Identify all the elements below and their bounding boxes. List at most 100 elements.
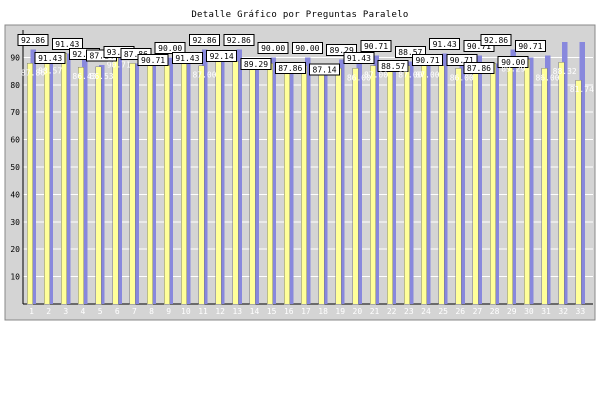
data-label: 86.53 — [90, 72, 114, 81]
data-label: 90.71 — [364, 42, 388, 51]
bar-series-2 — [386, 61, 393, 305]
data-label-box — [223, 34, 255, 47]
bar-series-2 — [438, 65, 445, 305]
bar-series-2 — [489, 63, 496, 305]
x-tick-label: 1 — [29, 307, 34, 316]
bar-series-2 — [112, 55, 119, 305]
y-tick-label: 80 — [10, 81, 20, 90]
data-label-box — [480, 34, 512, 47]
bar-series-1 — [270, 57, 277, 305]
data-label-box — [291, 41, 323, 54]
data-label: 87.86 — [21, 68, 45, 77]
data-label: 92.86 — [72, 50, 96, 59]
data-label: 86.43 — [72, 72, 96, 81]
data-label: 90.71 — [141, 56, 165, 65]
data-label: 92.86 — [21, 36, 45, 45]
data-label: 90.00 — [261, 44, 285, 53]
bar-series-2 — [421, 65, 428, 305]
data-label: 90.71 — [415, 56, 439, 65]
data-label-box — [394, 45, 426, 58]
bar-series-1 — [510, 49, 517, 304]
x-tick-label: 14 — [250, 307, 260, 316]
bar-series-2 — [335, 68, 342, 305]
bar-series-2 — [558, 61, 565, 305]
y-tick-label: 90 — [10, 53, 20, 62]
bar-series-2 — [95, 66, 102, 305]
x-tick-label: 30 — [524, 307, 534, 316]
x-tick-label: 21 — [370, 307, 380, 316]
bar-series-2 — [146, 63, 153, 305]
data-label: 86.00 — [535, 73, 559, 82]
bar-series-2 — [61, 53, 68, 305]
bar-series-1 — [133, 63, 139, 305]
bar-series-1 — [253, 59, 259, 305]
data-label-box — [154, 41, 186, 54]
x-tick-label: 3 — [63, 307, 68, 316]
x-tick-label: 10 — [181, 307, 191, 316]
bar-series-2 — [232, 61, 239, 305]
x-tick-label: 13 — [232, 307, 242, 316]
bar-series-2 — [284, 63, 291, 305]
bar-series-2 — [404, 65, 411, 305]
bar-series-2 — [541, 68, 548, 305]
data-label: 90.71 — [107, 60, 131, 69]
data-label: 90.71 — [518, 42, 542, 51]
bar-series-2 — [43, 61, 50, 305]
data-label-box — [463, 61, 495, 74]
data-label-box — [17, 34, 49, 47]
bar-series-1 — [184, 53, 191, 305]
y-tick-label: 60 — [10, 136, 20, 145]
data-label-box — [446, 53, 478, 66]
bar-series-1 — [150, 55, 157, 304]
bar-series-1 — [47, 53, 54, 305]
data-label: 87.00 — [398, 71, 422, 80]
bar-series-1 — [219, 51, 225, 304]
bar-series-1 — [236, 49, 242, 304]
x-tick-label: 29 — [507, 307, 517, 316]
data-label: 88.57 — [398, 48, 422, 57]
bar-series-2 — [472, 65, 479, 305]
data-label: 91.43 — [347, 54, 371, 63]
x-tick-label: 17 — [301, 307, 311, 316]
data-label: 92.86 — [192, 36, 216, 45]
data-label: 91.43 — [175, 54, 199, 63]
data-label: 90.71 — [450, 56, 474, 65]
data-label: 86.00 — [347, 73, 371, 82]
y-tick-label: 30 — [10, 218, 20, 227]
x-tick-label: 22 — [387, 307, 397, 316]
x-tick-label: 26 — [455, 307, 465, 316]
bar-series-1 — [390, 61, 397, 304]
bar-series-1 — [493, 63, 500, 305]
bar-series-1 — [545, 55, 551, 304]
data-label-box — [120, 47, 152, 60]
data-label-box — [240, 57, 272, 70]
data-label: 90.00 — [295, 44, 319, 53]
bar-series-2 — [249, 65, 256, 305]
x-tick-label: 7 — [132, 307, 137, 316]
bar-series-1 — [442, 53, 448, 305]
x-tick-label: 11 — [198, 307, 208, 316]
data-label: 92.86 — [227, 36, 251, 45]
bar-series-2 — [318, 65, 325, 305]
bar-series-1 — [322, 65, 328, 305]
bar-series-2 — [198, 65, 205, 305]
data-label-box — [309, 63, 341, 76]
y-tick-label: 10 — [10, 273, 20, 282]
bar-series-2 — [369, 65, 376, 305]
data-label: 91.43 — [433, 40, 457, 49]
bar-series-2 — [524, 59, 531, 305]
data-label: 89.29 — [501, 64, 525, 73]
data-label-box — [411, 53, 443, 66]
data-label: 87.14 — [90, 52, 114, 61]
bar-series-2 — [78, 66, 85, 305]
data-label: 93.57 — [107, 48, 131, 57]
bar-series-1 — [202, 49, 208, 304]
data-label-box — [137, 53, 169, 66]
data-label-box — [171, 51, 203, 64]
data-label-box — [274, 61, 306, 74]
x-tick-label: 28 — [490, 307, 500, 316]
bar-series-2 — [129, 63, 136, 305]
bar-series-1 — [339, 59, 345, 305]
data-label: 92.14 — [210, 52, 234, 61]
